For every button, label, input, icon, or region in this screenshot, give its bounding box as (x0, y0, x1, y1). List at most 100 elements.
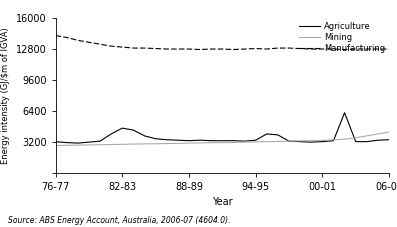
Manufacturing (331, 48, 336, 50)
Mining (287, 140, 291, 143)
Agriculture (175, 139, 180, 142)
Agriculture (376, 139, 380, 142)
Manufacturing (376, 48, 380, 50)
Agriculture (309, 141, 314, 143)
Mining (175, 142, 180, 145)
Mining (131, 143, 136, 146)
Agriculture (131, 129, 136, 131)
Mining (87, 143, 91, 146)
Manufacturing (387, 48, 391, 50)
Agriculture (353, 140, 358, 143)
Manufacturing (209, 48, 214, 50)
Agriculture (276, 133, 280, 136)
Mining (242, 141, 247, 143)
Manufacturing (153, 47, 158, 50)
Manufacturing (64, 36, 69, 39)
Agriculture (75, 142, 80, 144)
Agriculture (187, 139, 191, 142)
Agriculture (231, 139, 236, 142)
Mining (253, 141, 258, 143)
Manufacturing (98, 43, 102, 46)
Manufacturing (187, 48, 191, 50)
Agriculture (109, 133, 114, 135)
Mining (120, 143, 125, 146)
Manufacturing (120, 46, 125, 48)
Line: Mining: Mining (56, 132, 389, 146)
Line: Agriculture: Agriculture (56, 113, 389, 143)
Mining (264, 140, 269, 143)
Agriculture (220, 139, 225, 142)
Agriculture (342, 111, 347, 114)
Mining (320, 139, 325, 142)
Mining (198, 142, 202, 144)
Manufacturing (142, 47, 147, 49)
Agriculture (87, 141, 91, 143)
Agriculture (164, 138, 169, 141)
Agriculture (209, 139, 214, 142)
Agriculture (387, 138, 391, 141)
Manufacturing (342, 48, 347, 51)
Mining (309, 139, 314, 142)
Mining (298, 140, 303, 142)
Agriculture (53, 140, 58, 143)
Mining (187, 142, 191, 144)
Agriculture (142, 134, 147, 137)
Mining (209, 141, 214, 144)
Manufacturing (287, 47, 291, 49)
Agriculture (242, 140, 247, 143)
Agriculture (320, 140, 325, 143)
Line: Manufacturing: Manufacturing (56, 35, 389, 49)
Manufacturing (175, 48, 180, 50)
Mining (164, 142, 169, 145)
Agriculture (64, 141, 69, 144)
Manufacturing (53, 34, 58, 37)
Mining (220, 141, 225, 144)
Manufacturing (75, 39, 80, 42)
Legend: Agriculture, Mining, Manufacturing: Agriculture, Mining, Manufacturing (299, 22, 385, 53)
Manufacturing (320, 48, 325, 50)
Manufacturing (231, 48, 236, 51)
Manufacturing (131, 47, 136, 49)
Mining (75, 144, 80, 146)
Mining (276, 140, 280, 143)
Mining (142, 143, 147, 145)
X-axis label: Year: Year (212, 197, 233, 207)
Manufacturing (253, 47, 258, 50)
Mining (353, 136, 358, 139)
Mining (98, 143, 102, 146)
Agriculture (364, 140, 369, 143)
Agriculture (264, 133, 269, 135)
Mining (342, 138, 347, 141)
Manufacturing (109, 45, 114, 47)
Manufacturing (242, 48, 247, 50)
Manufacturing (298, 47, 303, 50)
Mining (53, 144, 58, 147)
Mining (364, 134, 369, 137)
Manufacturing (276, 47, 280, 49)
Manufacturing (220, 48, 225, 50)
Mining (109, 143, 114, 146)
Manufacturing (164, 48, 169, 50)
Manufacturing (87, 41, 91, 44)
Mining (376, 133, 380, 135)
Agriculture (253, 139, 258, 142)
Y-axis label: Energy intensity (GJ/$m of IGVA): Energy intensity (GJ/$m of IGVA) (1, 27, 10, 164)
Mining (387, 131, 391, 133)
Manufacturing (353, 48, 358, 50)
Agriculture (120, 127, 125, 129)
Agriculture (298, 140, 303, 143)
Manufacturing (198, 48, 202, 51)
Agriculture (331, 139, 336, 142)
Mining (331, 138, 336, 141)
Agriculture (98, 140, 102, 143)
Manufacturing (264, 48, 269, 50)
Agriculture (153, 137, 158, 140)
Mining (153, 142, 158, 145)
Mining (64, 144, 69, 147)
Manufacturing (364, 48, 369, 50)
Agriculture (287, 140, 291, 143)
Mining (231, 141, 236, 144)
Manufacturing (309, 48, 314, 50)
Text: Source: ABS Energy Account, Australia, 2006-07 (4604.0).: Source: ABS Energy Account, Australia, 2… (8, 216, 230, 225)
Agriculture (198, 139, 202, 142)
